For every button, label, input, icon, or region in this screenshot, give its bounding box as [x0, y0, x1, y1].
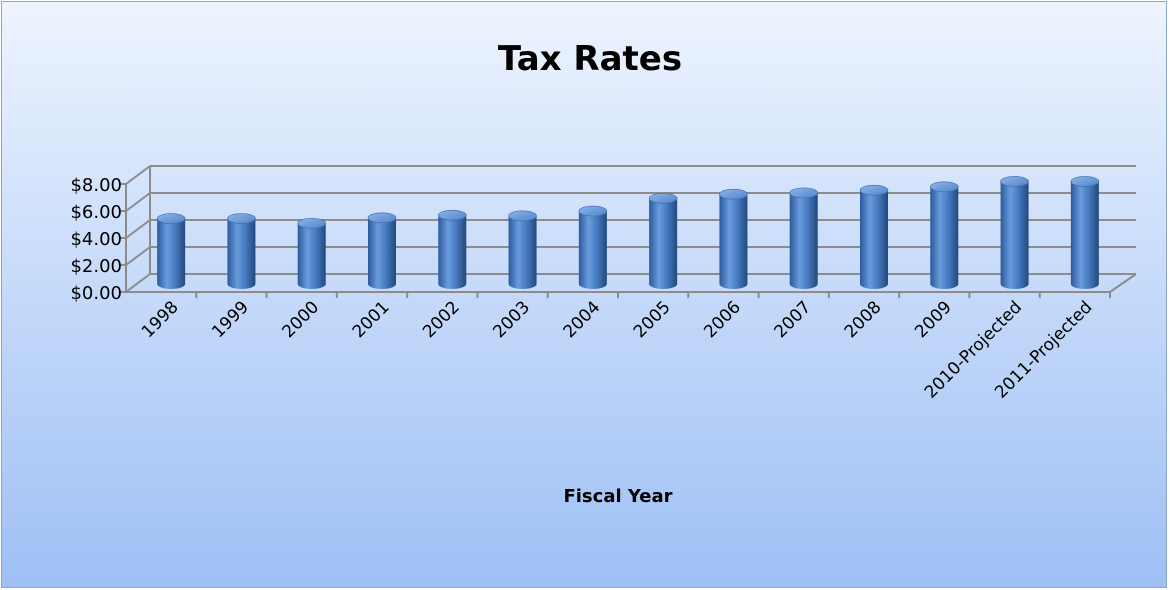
x-tick-label: 2006: [700, 297, 745, 342]
gridline-side: [125, 165, 151, 185]
x-tick-label: 2003: [489, 297, 534, 342]
y-tick-label: $6.00: [70, 202, 122, 223]
x-tick-label: 2008: [841, 297, 886, 342]
gridline-side: [125, 219, 151, 239]
gridline-side: [125, 273, 151, 293]
bar-cap: [578, 205, 608, 217]
y-tick-label: $4.00: [70, 229, 122, 250]
x-tick-label: 2001: [349, 297, 394, 342]
bar: [1000, 176, 1029, 289]
bar: [648, 192, 678, 289]
bar-body: [227, 218, 256, 289]
bar-cap: [297, 217, 327, 229]
y-tick-label: $8.00: [70, 175, 122, 196]
chart-title: Tax Rates: [498, 39, 682, 79]
gridline-side: [125, 246, 151, 266]
bar-cap: [227, 213, 256, 224]
bar-body: [719, 194, 748, 289]
x-tick-label: 2000: [279, 297, 324, 342]
y-tick-label: $2.00: [70, 256, 122, 277]
bar-body: [1070, 181, 1099, 289]
bar-body: [368, 217, 396, 289]
bar-cap: [789, 187, 819, 199]
bar-cap: [508, 210, 537, 222]
x-tick-label: 2005: [630, 297, 675, 342]
bar: [859, 184, 889, 289]
x-tick-label: 2009: [911, 297, 956, 342]
bar-cap: [1000, 176, 1029, 187]
floor-right-edge: [1109, 273, 1137, 293]
bar-body: [578, 211, 607, 289]
bar: [578, 205, 608, 289]
bar-cap: [719, 188, 748, 200]
x-tick-label: 1999: [208, 297, 253, 342]
y-tick-label: $0.00: [70, 283, 122, 304]
x-axis-title: Fiscal Year: [563, 486, 672, 507]
bar-cap: [648, 192, 678, 204]
bar-body: [438, 215, 467, 289]
bar-body: [297, 223, 326, 289]
bar-body: [930, 186, 959, 289]
bar-cap: [437, 209, 467, 221]
y-axis-ticks: $0.00 $2.00 $4.00 $6.00 $8.00: [70, 175, 122, 304]
bar: [1070, 176, 1100, 289]
gridlines: [120, 165, 1137, 298]
bar-body: [1000, 181, 1029, 289]
x-tick-label: 2007: [771, 297, 816, 342]
bar-body: [789, 192, 818, 289]
bar-cap: [859, 184, 889, 196]
bar: [437, 209, 467, 289]
bar: [367, 212, 397, 289]
bar: [297, 217, 327, 289]
bar-body: [860, 190, 888, 289]
x-tick-label: 1998: [138, 297, 183, 342]
bar-cap: [367, 212, 397, 224]
bar: [719, 188, 748, 289]
bar-body: [649, 198, 678, 289]
bar: [508, 210, 537, 289]
bar: [227, 213, 256, 289]
bar: [789, 187, 819, 289]
bar-cap: [1070, 176, 1100, 187]
bars: [156, 176, 1100, 289]
bar-body: [157, 218, 186, 289]
bar-body: [508, 215, 537, 289]
x-axis-labels: 1998 1999 2000 2001 2002 2003 2004 2005 2006 2007…: [138, 297, 1096, 402]
bar-cap: [156, 213, 186, 224]
x-tick-label: 2004: [560, 297, 605, 342]
bar: [156, 213, 186, 289]
bar: [929, 181, 959, 289]
bar-cap: [929, 181, 959, 193]
gridline-side: [125, 192, 151, 212]
x-tick-label: 2002: [419, 297, 464, 342]
